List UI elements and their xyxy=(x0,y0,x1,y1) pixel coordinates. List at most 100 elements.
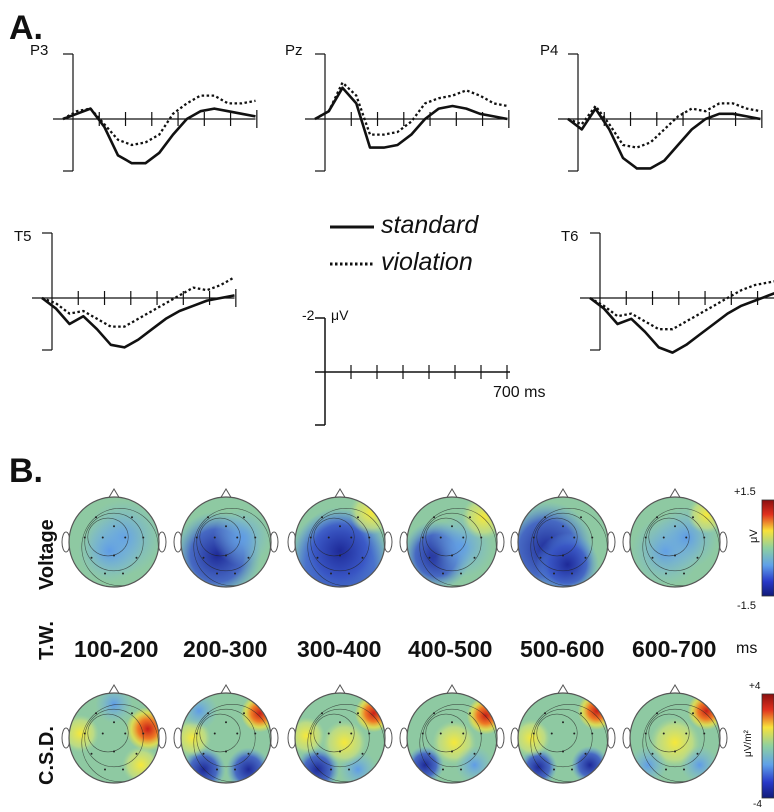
contour-line xyxy=(536,713,578,753)
channel-label-p4: P4 xyxy=(540,42,559,59)
contour-line xyxy=(425,517,467,557)
electrode-dot xyxy=(428,752,431,755)
contour-line xyxy=(310,708,370,768)
electrode-dot xyxy=(683,572,685,575)
electrode-dot xyxy=(357,516,359,519)
electrode-dot xyxy=(662,732,665,735)
voltage-map-2 xyxy=(173,488,279,588)
head-outline xyxy=(406,496,498,588)
scalp-map-region xyxy=(181,693,218,730)
electrode-dot xyxy=(562,750,564,753)
electrode-dot xyxy=(213,732,216,735)
electrode-dot xyxy=(433,712,435,715)
electrode-dot xyxy=(532,536,535,539)
electrode-dot xyxy=(357,712,359,715)
electrode-dot xyxy=(225,721,227,724)
scalp-map-region xyxy=(687,693,720,730)
contour-line xyxy=(645,708,705,768)
csd-scale-unit: μV/m² xyxy=(743,730,754,757)
electrode-dot xyxy=(247,752,250,755)
scalp-map-region xyxy=(95,693,133,724)
csd-map-1 xyxy=(61,684,167,784)
electrode-dot xyxy=(665,768,667,771)
scalp-map-region xyxy=(213,509,271,566)
scalp-map-region xyxy=(349,497,385,535)
electrode-dot xyxy=(571,572,573,575)
head-outline xyxy=(68,692,160,784)
erp-trace-violation xyxy=(62,94,256,147)
electrode-dot xyxy=(83,536,86,539)
electrode-dot xyxy=(696,556,699,559)
electrode-dot xyxy=(562,525,564,528)
electrode-dot xyxy=(662,536,665,539)
electrode-dot xyxy=(104,768,106,771)
electrode-dot xyxy=(122,768,124,771)
electrode-dot xyxy=(339,525,341,528)
csd-colorbar xyxy=(761,693,774,799)
electrode-dot xyxy=(462,536,465,539)
head-outline xyxy=(406,692,498,784)
erp-plot-t6 xyxy=(580,232,774,354)
electrode-dot xyxy=(142,732,145,735)
contour-line xyxy=(645,512,705,572)
head-outline xyxy=(294,496,386,588)
electrode-dot xyxy=(207,712,209,715)
csd-map-4 xyxy=(399,684,505,784)
contour-line xyxy=(310,512,370,572)
electrode-dot xyxy=(361,752,364,755)
electrode-dot xyxy=(243,712,245,715)
electrode-dot xyxy=(124,732,127,735)
electrode-dot xyxy=(674,554,676,557)
voltage-scale-min: -1.5 xyxy=(737,600,756,612)
electrode-dot xyxy=(480,536,483,539)
electrode-dot xyxy=(225,750,227,753)
electrode-dot xyxy=(580,516,582,519)
electrode-dot xyxy=(216,768,218,771)
electrode-dot xyxy=(451,750,453,753)
contour-line xyxy=(425,713,467,753)
electrode-dot xyxy=(451,721,453,724)
voltage-scale-max: +1.5 xyxy=(734,486,756,498)
electrode-dot xyxy=(439,536,442,539)
contour-line xyxy=(196,512,256,572)
electrode-dot xyxy=(113,554,115,557)
electrode-dot xyxy=(247,556,250,559)
scale-time: 700 ms xyxy=(493,384,546,401)
electrode-dot xyxy=(113,721,115,724)
electrode-dot xyxy=(571,768,573,771)
scalp-map-region xyxy=(680,746,719,783)
electrode-dot xyxy=(703,536,706,539)
electrode-dot xyxy=(584,556,587,559)
row-label-tw: T.W. xyxy=(36,621,58,660)
electrode-dot xyxy=(591,732,594,735)
electrode-dot xyxy=(236,536,239,539)
electrode-dot xyxy=(254,536,257,539)
erp-plot-t5 xyxy=(32,232,237,351)
csd-map-3 xyxy=(287,684,393,784)
electrode-dot xyxy=(580,712,582,715)
contour-line xyxy=(422,512,482,572)
electrode-dot xyxy=(339,750,341,753)
electrode-dot xyxy=(553,572,555,575)
electrode-dot xyxy=(674,750,676,753)
electrode-dot xyxy=(195,732,198,735)
electrode-dot xyxy=(95,712,97,715)
electrode-dot xyxy=(135,556,138,559)
electrode-dot xyxy=(644,732,647,735)
electrode-dot xyxy=(460,768,462,771)
electrode-dot xyxy=(243,516,245,519)
csd-scale-max: +4 xyxy=(749,681,761,692)
erp-trace-standard xyxy=(314,86,508,149)
electrode-dot xyxy=(254,732,257,735)
contour-line xyxy=(199,517,241,557)
erp-plot-p3 xyxy=(53,53,258,172)
contour-line xyxy=(196,708,256,768)
window-600-700: 600-700 xyxy=(632,636,717,662)
electrode-dot xyxy=(225,554,227,557)
electrode-dot xyxy=(462,732,465,735)
electrode-dot xyxy=(550,536,553,539)
window-300-400: 300-400 xyxy=(297,636,382,662)
electrode-dot xyxy=(692,712,694,715)
electrode-dot xyxy=(330,768,332,771)
electrode-dot xyxy=(584,752,587,755)
